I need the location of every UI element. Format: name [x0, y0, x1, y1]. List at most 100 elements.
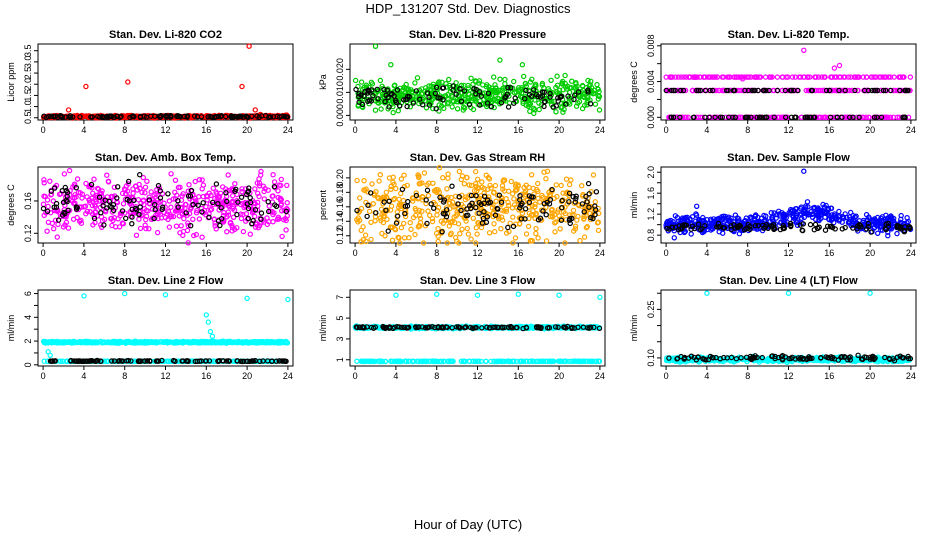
data-point: [396, 196, 402, 202]
y-tick-label: 0.000: [335, 104, 345, 127]
data-point: [546, 88, 553, 94]
data-point: [185, 240, 191, 246]
x-tick-label: 4: [81, 371, 86, 381]
data-point: [584, 199, 590, 205]
data-point: [873, 87, 879, 94]
data-point: [882, 87, 889, 94]
data-point: [408, 87, 414, 93]
data-point: [413, 88, 419, 94]
y-tick-label: 2: [23, 339, 33, 344]
data-point: [787, 211, 793, 217]
data-point: [91, 176, 97, 182]
data-point: [828, 74, 834, 80]
series-black: [353, 83, 594, 112]
data-point: [481, 193, 488, 199]
data-point: [108, 358, 115, 364]
data-point: [590, 172, 597, 178]
data-point: [148, 216, 155, 223]
data-point: [473, 240, 479, 246]
data-point: [235, 199, 241, 205]
y-tick-label: 0.18: [335, 184, 345, 202]
data-point: [816, 217, 822, 224]
data-point: [213, 226, 219, 232]
data-point: [50, 358, 56, 364]
data-point: [566, 190, 573, 196]
data-point: [433, 105, 439, 112]
data-point: [222, 339, 229, 345]
plot-frame: [37, 289, 294, 367]
data-point: [179, 358, 185, 364]
x-tick-label: 24: [283, 125, 293, 135]
data-point: [850, 114, 856, 121]
data-point: [68, 358, 74, 364]
data-point: [500, 178, 506, 184]
data-point: [553, 103, 560, 109]
data-point: [420, 240, 427, 246]
data-point: [819, 74, 825, 80]
data-point: [754, 74, 760, 80]
data-point: [547, 90, 553, 97]
data-point: [368, 236, 374, 243]
data-point: [734, 215, 741, 221]
data-point: [283, 114, 290, 120]
data-point: [401, 235, 408, 241]
data-point: [426, 102, 433, 108]
x-tick-label: 0: [664, 125, 669, 135]
data-point: [41, 180, 47, 186]
data-point: [278, 176, 284, 183]
data-point: [136, 211, 142, 218]
data-point: [146, 197, 152, 203]
data-point: [72, 192, 78, 198]
data-point: [851, 216, 857, 223]
data-point: [449, 199, 456, 205]
data-point: [276, 358, 282, 364]
data-point: [793, 210, 799, 217]
data-point: [854, 226, 860, 232]
data-point: [593, 189, 600, 195]
data-point: [90, 339, 96, 345]
data-point: [502, 76, 508, 83]
x-tick-label: 8: [122, 248, 127, 258]
data-point: [748, 114, 754, 121]
data-point: [110, 207, 117, 214]
data-point: [744, 74, 750, 80]
data-point: [573, 195, 579, 202]
y-tick-label: 3.5: [23, 44, 33, 57]
data-point: [761, 225, 767, 231]
data-point: [377, 171, 383, 178]
data-point: [771, 226, 778, 232]
x-tick-label: 24: [595, 125, 605, 135]
data-point: [465, 85, 472, 91]
data-point: [409, 93, 416, 99]
x-tick-label: 0: [353, 125, 358, 135]
data-point: [752, 87, 758, 94]
data-point: [688, 231, 694, 237]
data-point: [553, 182, 560, 188]
data-point: [559, 197, 565, 204]
data-point: [834, 114, 841, 121]
x-tick-label: 16: [824, 125, 834, 135]
data-point: [394, 87, 401, 93]
data-point: [266, 339, 273, 346]
series-black: [47, 357, 289, 365]
data-point: [140, 197, 147, 203]
data-point: [266, 203, 272, 209]
data-point: [275, 188, 281, 194]
y-tick-label: 0.12: [335, 227, 345, 245]
data-point: [238, 194, 245, 200]
data-point: [581, 216, 587, 222]
data-point: [466, 101, 473, 108]
data-point: [458, 98, 465, 105]
x-tick-label: 0: [41, 248, 46, 258]
data-point: [553, 109, 559, 115]
data-point: [188, 340, 195, 346]
data-point: [270, 218, 276, 225]
data-point: [852, 87, 858, 94]
data-point: [521, 73, 527, 80]
data-point: [549, 186, 555, 193]
data-point: [388, 203, 395, 209]
series-black: [354, 180, 600, 235]
data-point: [199, 186, 205, 192]
data-point: [688, 226, 694, 232]
